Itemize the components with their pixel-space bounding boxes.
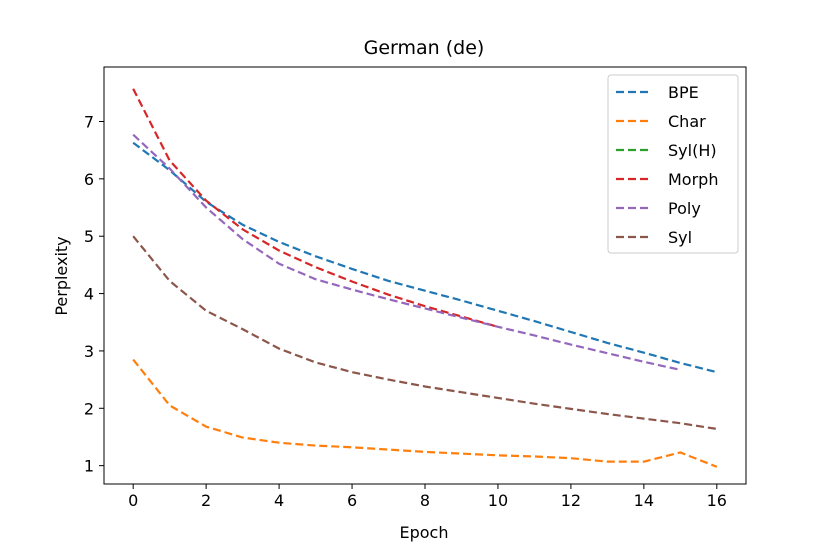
legend: BPE Char Syl(H) Morph Poly Syl (607, 74, 739, 254)
legend-entry: BPE (668, 83, 699, 102)
series-line-poly (132, 133, 681, 371)
y-axis: 1 2 3 4 5 6 7 (84, 112, 104, 476)
x-tick-label: 8 (420, 491, 430, 510)
legend-entry: Syl (668, 228, 692, 247)
legend-entry: Morph (668, 170, 718, 189)
x-tick-label: 6 (347, 491, 357, 510)
series-line-syl (132, 235, 717, 431)
series-line-morph (132, 88, 499, 328)
legend-entry: Char (668, 112, 706, 131)
x-tick-label: 4 (274, 491, 284, 510)
plot-area (132, 88, 718, 468)
y-tick-label: 4 (84, 285, 94, 304)
y-tick-label: 5 (84, 227, 94, 246)
x-axis-label: Epoch (400, 523, 449, 542)
y-tick-label: 7 (84, 112, 94, 131)
x-tick-label: 10 (488, 491, 508, 510)
x-tick-label: 12 (561, 491, 581, 510)
chart-title: German (de) (364, 37, 485, 59)
x-tick-label: 16 (707, 491, 727, 510)
x-tick-label: 14 (634, 491, 654, 510)
y-tick-label: 6 (84, 170, 94, 189)
plot-frame (103, 66, 747, 485)
x-tick-label: 0 (128, 491, 138, 510)
series-line-bpe (132, 141, 718, 374)
legend-entry: Syl(H) (668, 141, 717, 160)
x-tick-label: 2 (201, 491, 211, 510)
y-tick-label: 2 (84, 399, 94, 418)
y-axis-label: Perplexity (52, 236, 71, 315)
y-tick-label: 1 (84, 457, 94, 476)
y-tick-label: 3 (84, 342, 94, 361)
legend-entry: Poly (668, 199, 701, 218)
x-axis: 0 2 4 6 8 10 12 14 16 (128, 484, 727, 510)
series-line-char (132, 358, 718, 468)
